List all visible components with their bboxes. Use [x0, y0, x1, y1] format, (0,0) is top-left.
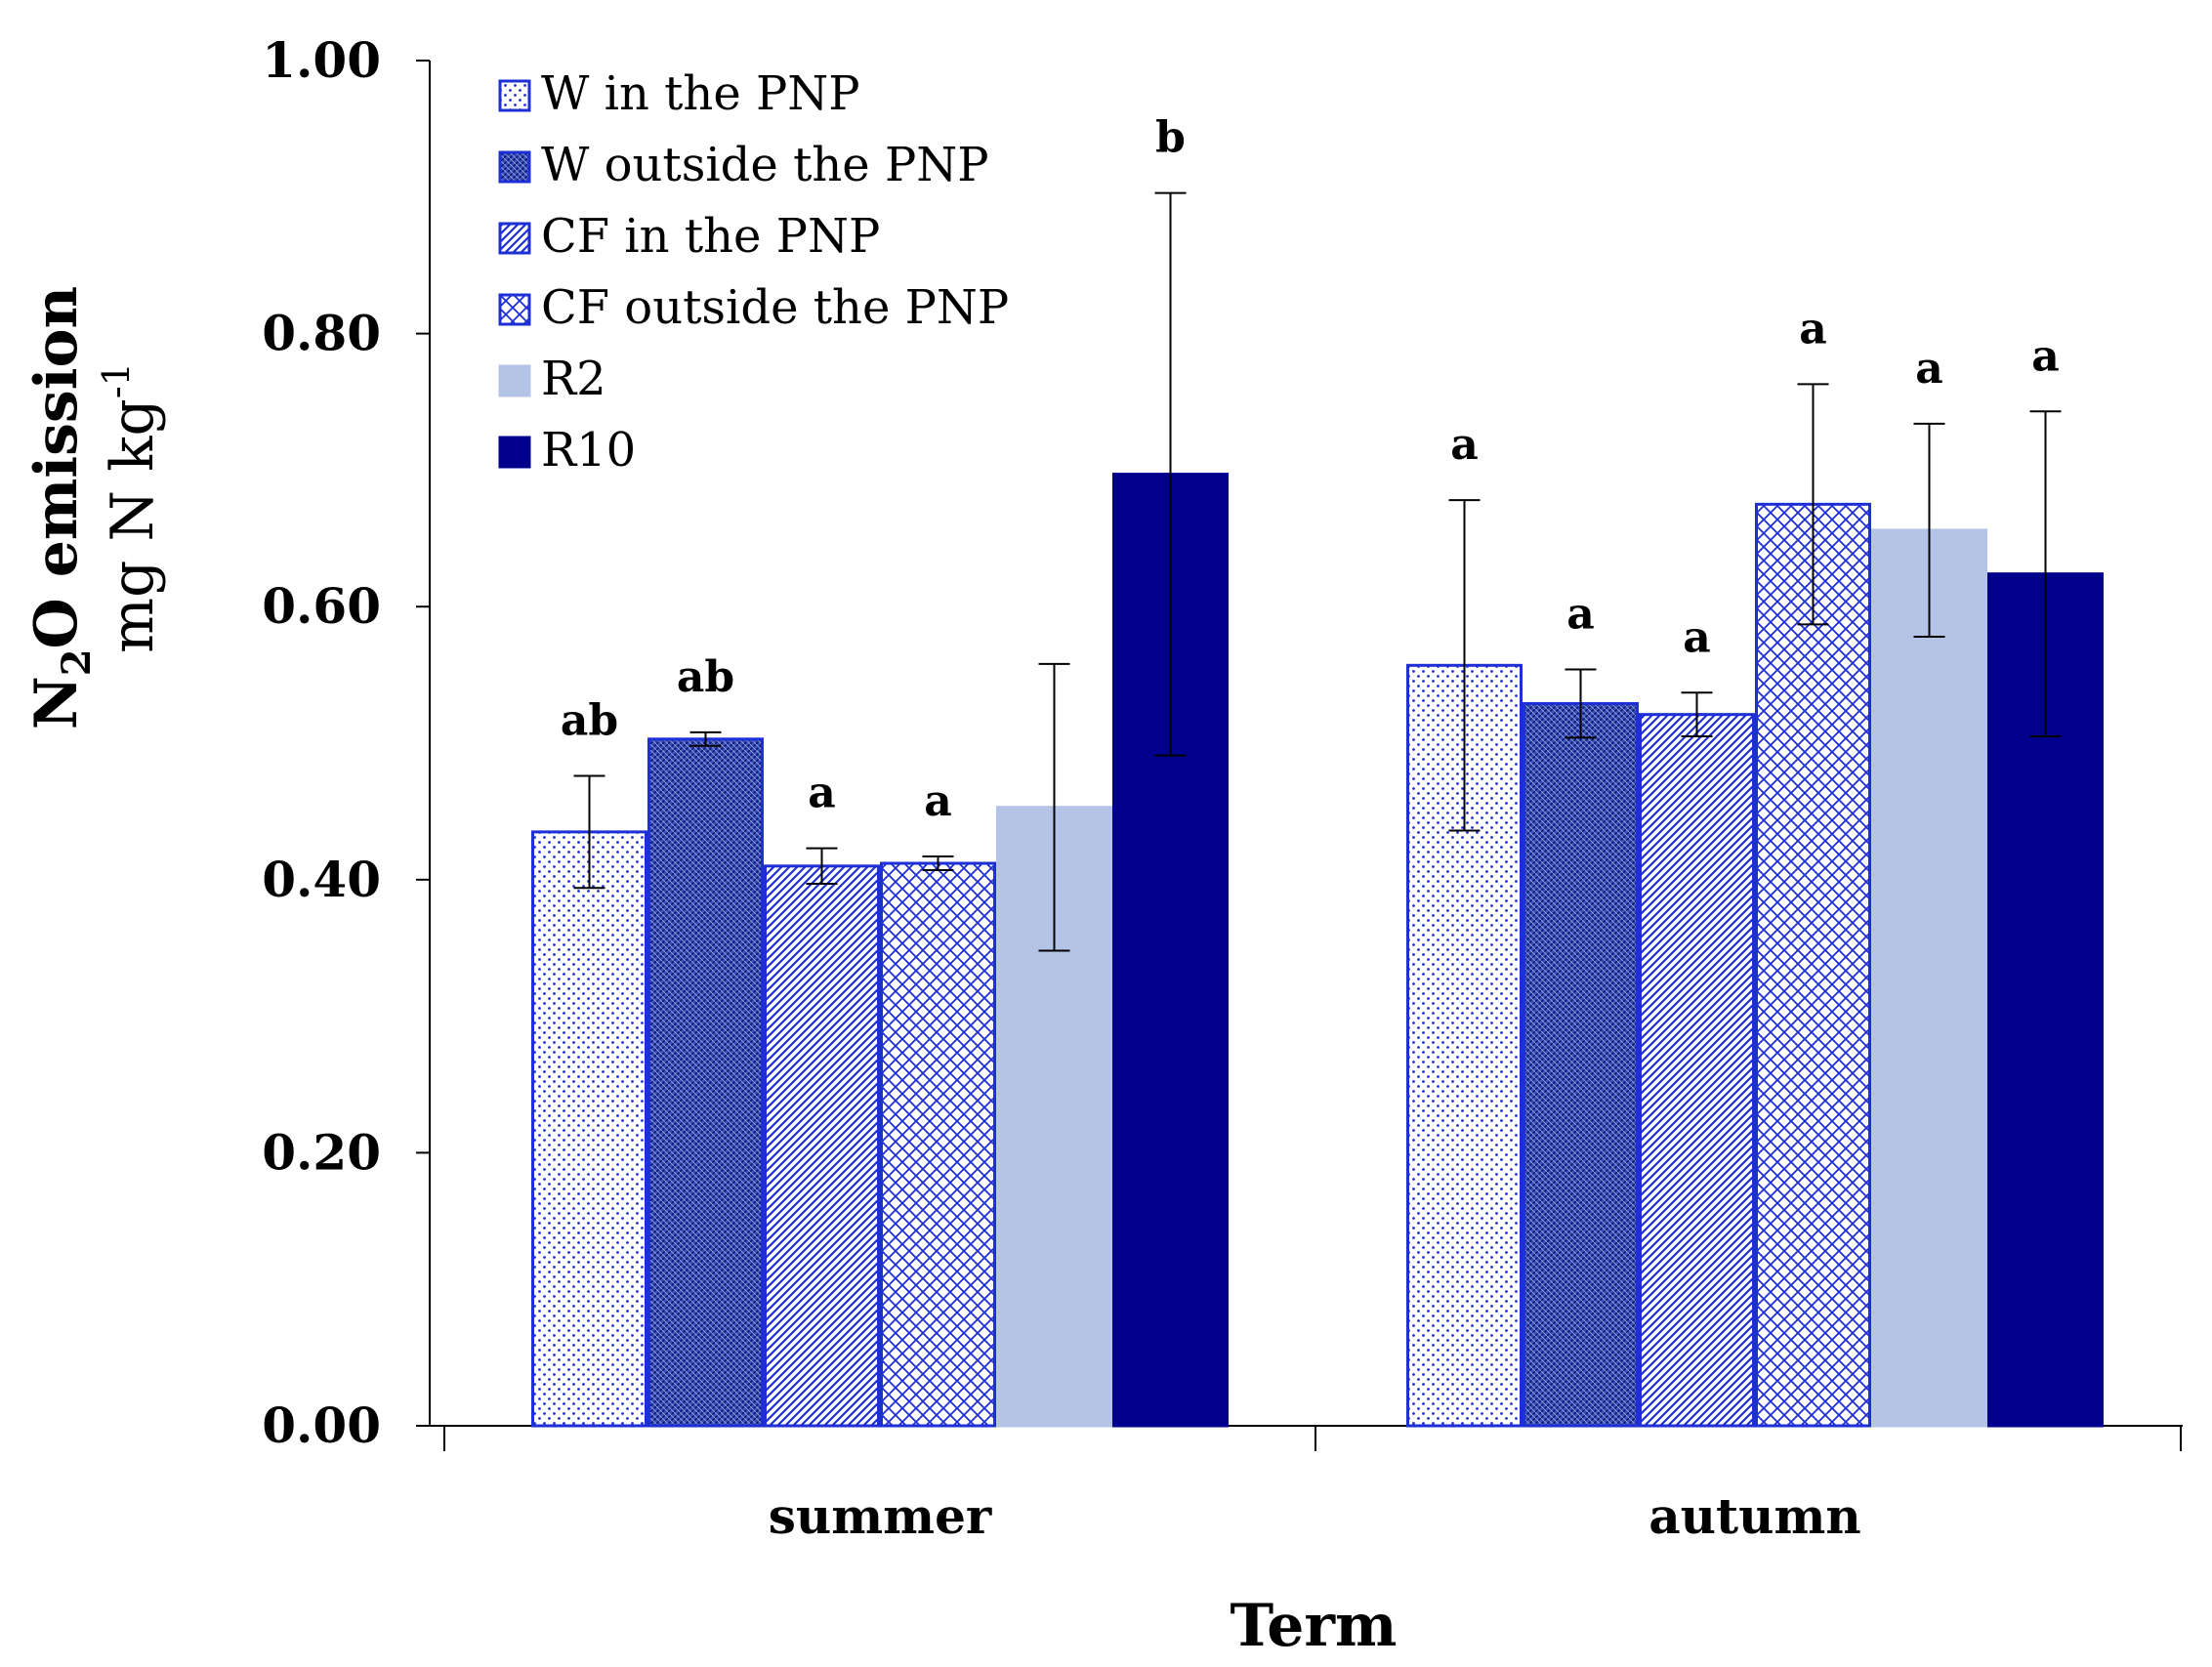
legend-swatch	[498, 364, 531, 397]
legend-swatch	[498, 293, 531, 326]
axes: 0.00 0.20 0.40 0.60 0.80 1.00	[262, 31, 2183, 1454]
y-axis-title-sub: 2	[54, 648, 100, 676]
category-label: autumn	[1649, 1487, 1860, 1545]
significance-label: b	[1155, 113, 1186, 163]
legend-swatch	[498, 79, 531, 112]
y-tick-label: 1.00	[262, 31, 381, 89]
significance-label: ab	[561, 696, 618, 746]
y-tick-label: 0.60	[262, 577, 381, 635]
significance-label: a	[1450, 420, 1479, 470]
bar	[1755, 502, 1871, 1428]
legend-swatch	[498, 150, 531, 184]
y-tick-label: 0.80	[262, 305, 381, 362]
legend: W in the PNP W outside the PNP CF in the P…	[498, 66, 1009, 478]
y-tick-label: 0.40	[262, 851, 381, 908]
bar	[880, 861, 996, 1428]
bar	[1639, 713, 1755, 1428]
legend-label: R2	[541, 352, 606, 406]
significance-label: a	[924, 776, 952, 826]
y-axis-title-n: N	[22, 676, 91, 729]
x-axis-title: Term	[1230, 1592, 1397, 1660]
significance-label: a	[2031, 331, 2060, 381]
y-axis-title: N2O emission mg N kg-1	[22, 286, 167, 729]
legend-swatch	[498, 436, 531, 469]
legend-label: CF in the PNP	[541, 209, 880, 264]
legend-label: W outside the PNP	[541, 138, 989, 192]
legend-label: R10	[541, 423, 636, 478]
legend-label: W in the PNP	[541, 66, 860, 121]
bars	[531, 191, 2104, 1428]
significance-label: a	[1915, 344, 1943, 394]
y-axis-title-rest: O emission	[22, 286, 91, 649]
y-axis-unit: mg N kg	[99, 398, 167, 653]
y-tick-label: 0.20	[262, 1123, 381, 1181]
svg-text:mg N kg-1: mg N kg-1	[95, 362, 167, 653]
legend-swatch	[498, 222, 531, 255]
legend-label: CF outside the PNP	[541, 280, 1009, 335]
significance-label: a	[1566, 590, 1595, 640]
bar	[531, 830, 647, 1428]
y-tick-label: 0.00	[262, 1396, 381, 1454]
significance-label: a	[808, 769, 836, 818]
significance-label: a	[1799, 304, 1827, 354]
significance-label: ab	[677, 652, 734, 702]
bar	[764, 864, 880, 1428]
bar	[647, 737, 764, 1428]
svg-text:N2O emission: N2O emission	[22, 286, 100, 729]
y-axis-unit-sup: -1	[95, 362, 138, 398]
bar	[1523, 701, 1639, 1428]
bar	[1871, 528, 1987, 1428]
category-label: summer	[769, 1487, 992, 1545]
significance-label: a	[1683, 612, 1711, 662]
